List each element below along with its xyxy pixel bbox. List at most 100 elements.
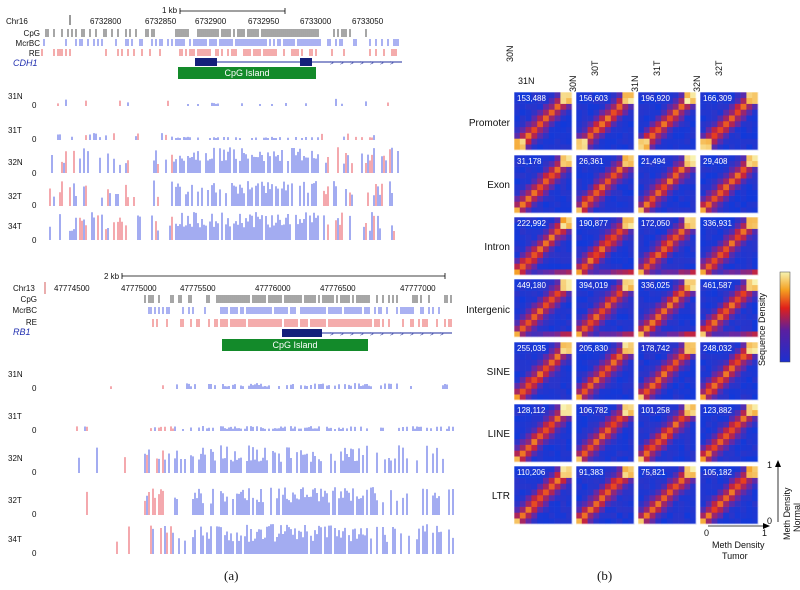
heatmap-bin (643, 195, 650, 202)
heatmap-count: 222,992 (517, 219, 546, 228)
heatmap-bin (548, 172, 555, 179)
heatmap-bin (638, 228, 645, 235)
heatmap-bin (690, 433, 697, 440)
heatmap-bin (678, 279, 685, 286)
heatmap-bin (581, 415, 588, 422)
heatmap-bin (587, 240, 594, 247)
heatmap-bin (729, 342, 736, 349)
heatmap-bin (734, 308, 741, 315)
heatmap-bin (752, 195, 759, 202)
heatmap-bin (537, 342, 544, 349)
heatmap-bin (610, 217, 617, 224)
heatmap-bin (622, 500, 629, 507)
heatmap-bin (537, 394, 544, 401)
heatmap-bin (566, 172, 573, 179)
heatmap-bin (700, 251, 707, 258)
heatmap-bin (537, 347, 544, 354)
heatmap-bin (622, 382, 629, 389)
heatmap-bin (525, 394, 532, 401)
heatmap-bin (537, 404, 544, 411)
heatmap-bin (672, 160, 679, 167)
heatmap-bin (576, 456, 583, 463)
heatmap-bin (746, 207, 753, 214)
heatmap-count: 190,877 (579, 219, 608, 228)
heatmap-bin (622, 279, 629, 286)
heatmap-bin (576, 483, 583, 490)
heatmap-bin (554, 371, 561, 378)
heatmap-bin (554, 471, 561, 478)
heatmap-bin (543, 394, 550, 401)
heatmap-bin (649, 376, 656, 383)
heatmap-bin (560, 489, 567, 496)
heatmap-bin (622, 246, 629, 253)
heatmap-bin (543, 222, 550, 229)
heatmap-bin (514, 240, 521, 247)
heatmap-bin (581, 444, 588, 451)
heatmap-bin (599, 207, 606, 214)
heatmap-bin (667, 92, 674, 99)
heatmap-bin (548, 103, 555, 110)
heatmap-bin (548, 279, 555, 286)
heatmap-bin (717, 195, 724, 202)
heatmap-bin (638, 477, 645, 484)
heatmap-bin (723, 234, 730, 241)
heatmap-bin (678, 251, 685, 258)
heatmap-bin (531, 121, 538, 128)
heatmap-bin (531, 184, 538, 191)
heatmap-bin (514, 376, 521, 383)
heatmap-bin (684, 201, 691, 208)
heatmap-bin (684, 365, 691, 372)
heatmap-bin (525, 388, 532, 395)
heatmap-bin (655, 308, 662, 315)
heatmap-bin (622, 257, 629, 264)
heatmap-bin (678, 365, 685, 372)
heatmap-bin (576, 234, 583, 241)
heatmap-bin (678, 466, 685, 473)
heatmap-bin (525, 444, 532, 451)
heatmap-bin (723, 269, 730, 276)
heatmap-bin (638, 456, 645, 463)
heatmap-bin (599, 138, 606, 145)
heatmap-bin (593, 126, 600, 133)
heatmap-bin (548, 207, 555, 214)
heatmap-bin (605, 189, 612, 196)
heatmap-bin (610, 415, 617, 422)
heatmap-bin (616, 246, 623, 253)
heatmap-bin (519, 376, 526, 383)
strand-arrow: > (400, 332, 404, 338)
heatmap-bin (525, 495, 532, 502)
heatmap-bin (705, 178, 712, 185)
heatmap-bin (672, 132, 679, 139)
gene-label-rb1[interactable]: RB1 (13, 327, 31, 337)
heatmap-bin (581, 342, 588, 349)
heatmap-bin (560, 155, 567, 162)
heatmap-bin (723, 103, 730, 110)
heatmap-bin (638, 331, 645, 338)
heatmap-bin (548, 409, 555, 416)
heatmap-bin (700, 394, 707, 401)
heatmap-bin (560, 92, 567, 99)
heatmap-bin (638, 471, 645, 478)
heatmap-bin (587, 483, 594, 490)
heatmap-bin (734, 138, 741, 145)
heatmap-bin (723, 404, 730, 411)
heatmap-bin (705, 404, 712, 411)
heatmap-bin (638, 421, 645, 428)
heatmap-bin (752, 251, 759, 258)
heatmap-bin (593, 228, 600, 235)
heatmap-bin (661, 382, 668, 389)
heatmap-bin (655, 302, 662, 309)
heatmap-bin (593, 353, 600, 360)
heatmap-bin (628, 466, 635, 473)
heatmap-bin (740, 132, 747, 139)
heatmap-bin (661, 466, 668, 473)
heatmap-bin (717, 477, 724, 484)
heatmap-bin (672, 518, 679, 525)
axis-legend (708, 460, 781, 529)
gene-label-cdh1[interactable]: CDH1 (13, 58, 38, 68)
heatmap-bin (678, 234, 685, 241)
heatmap-bin (723, 466, 730, 473)
heatmap-bin (587, 313, 594, 320)
heatmap-bin (729, 97, 736, 104)
heatmap-bin (655, 415, 662, 422)
